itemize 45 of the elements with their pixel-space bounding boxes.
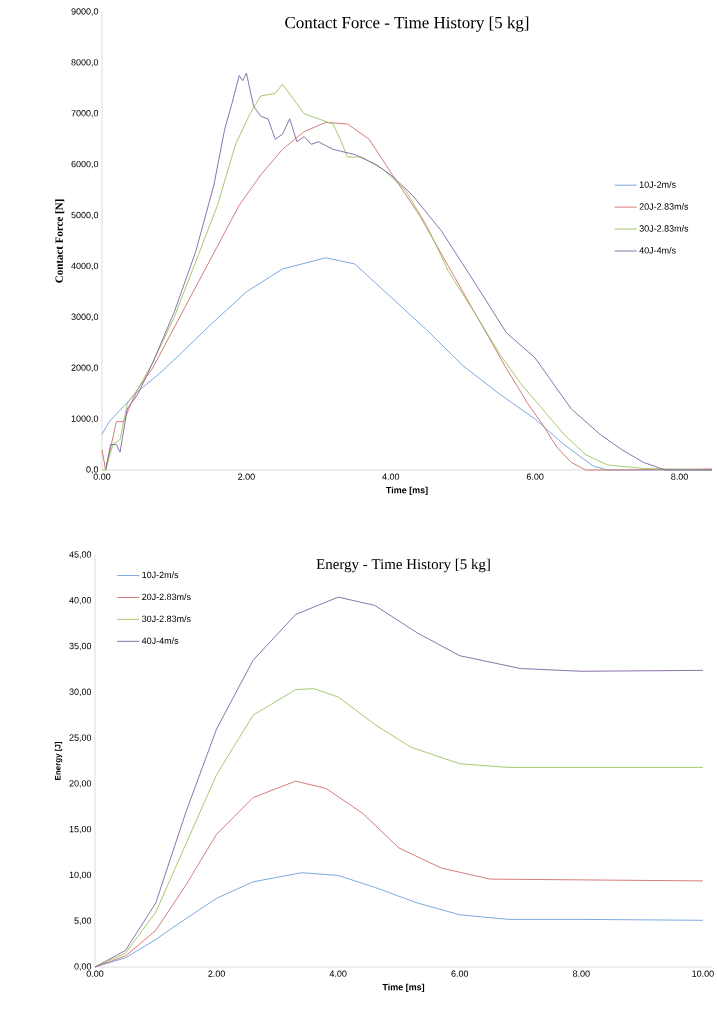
legend-label: 30J-2.83m/s xyxy=(141,615,191,623)
x-tick-label: 6.00 xyxy=(526,473,544,480)
x-axis-title: Time [ms] xyxy=(385,486,428,496)
legend-label: 30J-2.83m/s xyxy=(639,225,688,232)
x-tick-label: 8.00 xyxy=(670,473,688,480)
y-tick-label: 25,00 xyxy=(69,734,91,742)
y-tick-label: 40,00 xyxy=(69,597,91,605)
legend-label: 10J-2m/s xyxy=(639,181,676,188)
legend-label: 40J-4m/s xyxy=(639,247,676,254)
y-tick-label: 4000,0 xyxy=(71,262,98,271)
y-tick-label: 45,00 xyxy=(69,551,91,559)
legend-label: 10J-2m/s xyxy=(142,571,179,579)
y-tick-label: 3000,0 xyxy=(71,313,98,322)
y-tick-label: 9000,0 xyxy=(71,8,98,16)
y-tick-label: 20,00 xyxy=(69,780,91,788)
y-tick-label: 30,00 xyxy=(69,688,91,697)
y-tick-label: 10,00 xyxy=(69,871,91,880)
y-tick-label: 15,00 xyxy=(69,825,91,834)
y-tick-label: 35,00 xyxy=(69,642,91,651)
line-series xyxy=(94,872,704,968)
y-tick-label: 5,00 xyxy=(74,917,91,925)
x-tick-label: 0.00 xyxy=(86,970,104,977)
y-tick-label: 6000,0 xyxy=(71,160,98,169)
x-axis-title: Time [ms] xyxy=(382,983,424,993)
y-tick-label: 1000,0 xyxy=(71,415,98,423)
y-tick-label: 5000,0 xyxy=(71,211,98,220)
x-tick-label: 4.00 xyxy=(382,473,399,480)
y-axis-title: Contact Force [N] xyxy=(54,199,65,283)
legend-label: 20J-2.83m/s xyxy=(141,593,191,601)
x-tick-label: 8.00 xyxy=(572,970,590,977)
legend-label: 20J-2.83m/s xyxy=(639,203,688,210)
x-tick-label: 0.00 xyxy=(93,473,111,480)
legend-label: 40J-4m/s xyxy=(141,637,179,644)
x-tick-label: 10.00 xyxy=(692,970,714,977)
y-tick-label: 0,00 xyxy=(74,963,91,971)
chart-title: Energy - Time History [5 kg] xyxy=(316,558,490,573)
chart-title: Contact Force - Time History [5 kg] xyxy=(285,16,529,32)
y-tick-label: 2000,0 xyxy=(71,364,98,372)
x-tick-label: 2.00 xyxy=(237,473,255,480)
x-tick-label: 6.00 xyxy=(451,970,468,977)
y-tick-label: 8000,0 xyxy=(71,59,98,67)
y-tick-label: 7000,0 xyxy=(71,110,98,118)
x-tick-label: 4.00 xyxy=(329,970,347,977)
y-tick-label: 0,0 xyxy=(86,466,98,474)
x-tick-label: 2.00 xyxy=(208,970,225,977)
